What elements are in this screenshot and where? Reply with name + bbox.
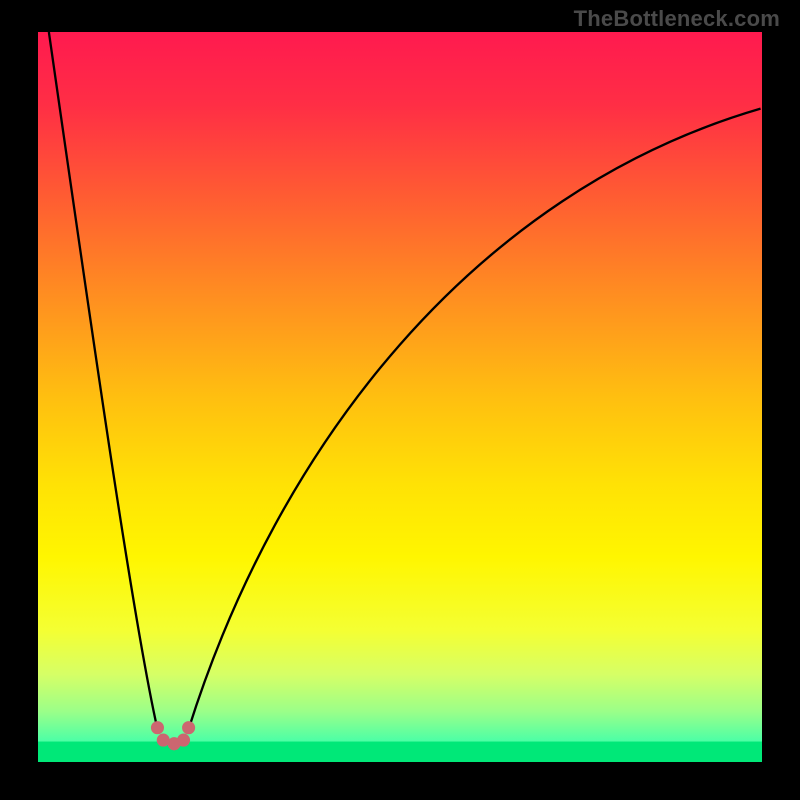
curve-layer xyxy=(38,32,762,762)
plot-area xyxy=(38,32,762,762)
trough-marker-dot xyxy=(151,721,164,734)
watermark-text: TheBottleneck.com xyxy=(574,6,780,32)
curve-right-branch xyxy=(189,109,761,730)
chart-container: TheBottleneck.com xyxy=(0,0,800,800)
trough-marker-group xyxy=(151,721,195,750)
trough-marker-dot xyxy=(182,721,195,734)
curve-left-branch xyxy=(49,32,158,729)
trough-marker-dot xyxy=(177,734,190,747)
